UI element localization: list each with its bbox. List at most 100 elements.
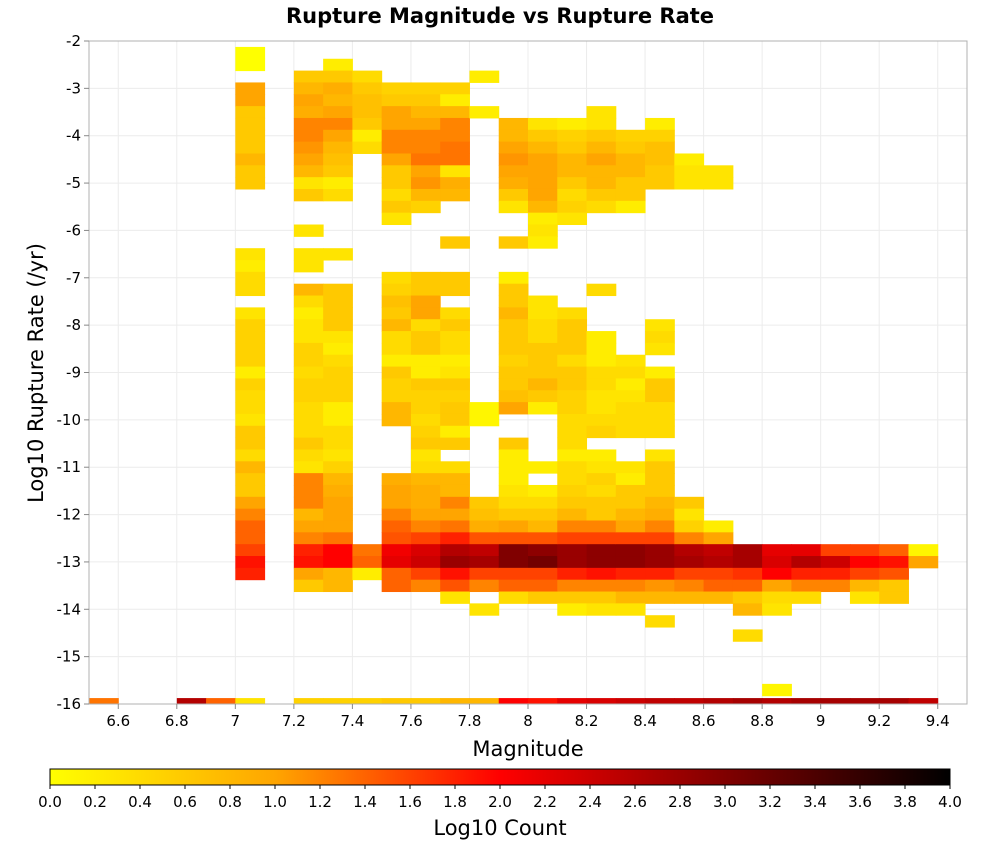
heatmap-cell: [645, 544, 675, 557]
heatmap-cell: [703, 520, 734, 533]
heatmap-cell: [528, 307, 558, 320]
heatmap-cell: [703, 591, 734, 604]
heatmap-cell: [381, 153, 412, 166]
heatmap-cell: [323, 188, 353, 202]
heatmap-cell: [791, 579, 822, 593]
heatmap-cell: [440, 496, 470, 510]
heatmap-cell: [235, 366, 266, 379]
heatmap-cell: [381, 698, 412, 705]
heatmap-cell: [440, 413, 470, 427]
heatmap-cell: [469, 508, 500, 521]
heatmap-cell: [381, 165, 412, 178]
heatmap-cell: [557, 390, 588, 403]
heatmap-cell: [498, 331, 529, 344]
heatmap-cell: [323, 248, 353, 261]
heatmap-cell: [528, 378, 558, 391]
heatmap-cells: [89, 46, 939, 705]
heatmap-cell: [440, 544, 470, 557]
heatmap-cell: [381, 484, 412, 498]
heatmap-cell: [557, 473, 588, 486]
heatmap-cell: [586, 153, 617, 166]
heatmap-cell: [323, 378, 353, 391]
heatmap-cell: [440, 117, 470, 131]
heatmap-cell: [820, 579, 851, 593]
heatmap-cell: [410, 437, 441, 450]
heatmap-cell: [381, 378, 412, 391]
heatmap-cell: [674, 567, 705, 581]
heatmap-cell: [323, 165, 353, 178]
heatmap-cell: [469, 496, 500, 510]
heatmap-cell: [235, 117, 266, 131]
heatmap-cell: [732, 567, 763, 581]
heatmap-cell: [469, 520, 500, 533]
heatmap-cell: [615, 200, 646, 214]
colorbar-tick-label: 3.0: [713, 793, 737, 811]
heatmap-cell: [440, 484, 470, 498]
heatmap-cell: [440, 165, 470, 178]
heatmap-cell: [528, 461, 558, 474]
heatmap-cell: [381, 200, 412, 214]
heatmap-cell: [557, 342, 588, 356]
heatmap-cell: [235, 82, 266, 95]
heatmap-cell: [557, 141, 588, 154]
heatmap-cell: [323, 129, 353, 143]
heatmap-cell: [410, 402, 441, 415]
heatmap-cell: [615, 165, 646, 178]
heatmap-cell: [586, 200, 617, 214]
heatmap-cell: [645, 615, 675, 628]
y-axis-ticks: -2 -3 -4 -5 -6 -7 -8 -9 -10 -11 -12 -13 -14 -15 -16: [57, 32, 89, 713]
x-tick-label: 8.2: [575, 712, 599, 730]
heatmap-cell: [381, 319, 412, 332]
heatmap-cell: [381, 307, 412, 320]
heatmap-cell: [440, 94, 470, 107]
heatmap-cell: [498, 200, 529, 214]
heatmap-cell: [586, 579, 617, 593]
heatmap-cell: [323, 366, 353, 379]
heatmap-cell: [498, 117, 529, 131]
y-tick-label: -11: [57, 458, 82, 476]
heatmap-cell: [235, 58, 266, 72]
heatmap-cell: [498, 295, 529, 308]
heatmap-cell: [352, 106, 383, 119]
heatmap-cell: [674, 591, 705, 604]
heatmap-cell: [586, 413, 617, 427]
heatmap-cell: [528, 698, 558, 705]
heatmap-cell: [498, 177, 529, 190]
heatmap-cell: [498, 188, 529, 202]
heatmap-cell: [323, 698, 353, 705]
heatmap-cell: [703, 556, 734, 569]
heatmap-cell: [674, 556, 705, 569]
heatmap-cell: [235, 354, 266, 368]
heatmap-cell: [381, 117, 412, 131]
heatmap-cell: [615, 698, 646, 705]
heatmap-cell: [440, 188, 470, 202]
heatmap-cell: [615, 177, 646, 190]
heatmap-cell: [703, 567, 734, 581]
heatmap-cell: [440, 567, 470, 581]
heatmap-cell: [557, 188, 588, 202]
heatmap-cell: [498, 449, 529, 462]
heatmap-cell: [323, 58, 353, 72]
heatmap-cell: [323, 307, 353, 320]
colorbar-tick-label: 0.8: [218, 793, 242, 811]
heatmap-cell: [410, 165, 441, 178]
heatmap-cell: [879, 556, 909, 569]
heatmap-cell: [703, 579, 734, 593]
heatmap-cell: [703, 544, 734, 557]
heatmap-cell: [557, 331, 588, 344]
heatmap-cell: [440, 532, 470, 545]
heatmap-cell: [323, 461, 353, 474]
heatmap-cell: [469, 556, 500, 569]
heatmap-cell: [615, 484, 646, 498]
heatmap-cell: [352, 544, 383, 557]
heatmap-cell: [235, 271, 266, 285]
heatmap-cell: [645, 461, 675, 474]
heatmap-cell: [410, 271, 441, 285]
heatmap-cell: [235, 331, 266, 344]
heatmap-cell: [586, 402, 617, 415]
heatmap-cell: [469, 544, 500, 557]
heatmap-cell: [235, 46, 266, 60]
heatmap-cell: [323, 141, 353, 154]
heatmap-cell: [586, 342, 617, 356]
colorbar-tick-label: 4.0: [938, 793, 962, 811]
